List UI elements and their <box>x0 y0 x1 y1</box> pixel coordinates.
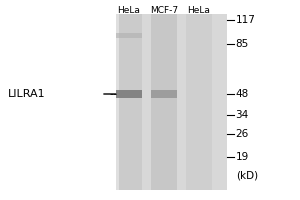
Text: LILRA1: LILRA1 <box>8 89 45 99</box>
Bar <box>116 14 142 190</box>
Bar <box>151 90 177 98</box>
Bar <box>151 14 177 190</box>
Text: 26: 26 <box>236 129 249 139</box>
Text: HeLa: HeLa <box>117 6 140 15</box>
Bar <box>118 14 227 190</box>
Text: MCF-7: MCF-7 <box>150 6 178 15</box>
Bar <box>116 90 142 98</box>
Text: HeLa: HeLa <box>188 6 211 15</box>
Text: 48: 48 <box>236 89 249 99</box>
Bar <box>116 33 142 38</box>
Bar <box>186 14 212 190</box>
Text: 85: 85 <box>236 39 249 49</box>
Text: 117: 117 <box>236 15 256 25</box>
Text: (kD): (kD) <box>236 171 258 181</box>
Text: --: -- <box>109 89 117 99</box>
Text: 34: 34 <box>236 110 249 120</box>
Text: 19: 19 <box>236 152 249 162</box>
